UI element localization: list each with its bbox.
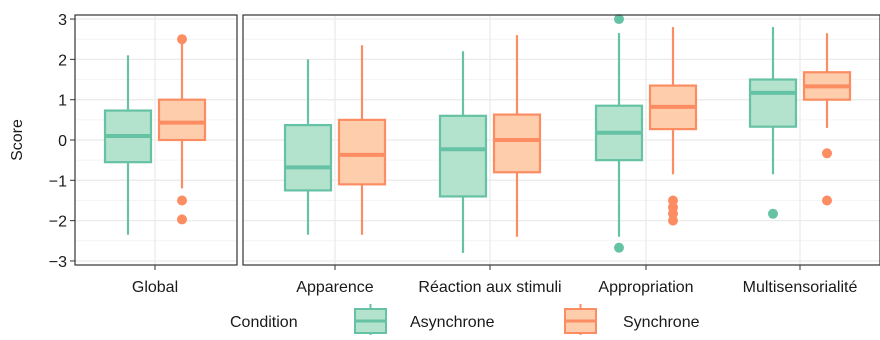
panel-border [242,14,880,266]
legend-title: Condition [230,314,298,331]
x-tick-label: Apparence [296,279,373,296]
box-asynchrone-3 [594,14,644,253]
box-synchrone-1 [337,45,387,235]
outlier-point [614,14,624,25]
box-synchrone-3 [648,27,698,226]
y-axis-title: Score [9,119,26,161]
outlier-point [668,195,678,206]
legend-key-synchrone [564,304,597,336]
legend: Condition Asynchrone Synchrone [230,304,700,336]
box-asynchrone-4 [748,27,798,219]
box-asynchrone-1 [283,59,333,235]
box-iqr [157,98,207,142]
x-tick-label: Global [132,279,178,296]
panel-1: Global [74,14,238,296]
outlier-point [614,242,624,253]
legend-label: Asynchrone [410,314,495,331]
box-iqr [492,113,542,174]
box-iqr [283,123,333,192]
box-iqr [748,78,798,128]
box-synchrone-4 [802,33,852,206]
box-iqr [438,114,488,198]
box-asynchrone-1 [103,55,153,235]
outlier-point [177,214,187,225]
y-tick-label: 0 [58,133,67,150]
outlier-point [768,208,778,219]
y-tick-label: −1 [49,173,67,190]
x-tick-label: Réaction aux stimuli [418,279,561,296]
x-tick-label: Multisensorialité [743,279,858,296]
outlier-point [822,148,832,159]
panel-2: Apparence Réaction aux stimuli Appropriati… [242,14,880,296]
legend-label: Synchrone [623,314,700,331]
panel-border [74,14,238,266]
outlier-point [177,195,187,206]
box-synchrone-2 [492,35,542,237]
outlier-point [668,215,678,226]
y-tick-label: −3 [49,254,67,271]
y-tick-label: −2 [49,214,67,231]
outlier-point [177,34,187,45]
box-iqr [337,118,387,186]
y-tick-label: 2 [58,52,67,69]
box-asynchrone-2 [438,51,488,253]
outlier-point [668,208,678,219]
outlier-point [822,195,832,206]
y-tick-label: 3 [58,12,67,29]
box-synchrone-1 [157,34,207,225]
x-tick-label: Appropriation [598,279,693,296]
legend-key-asynchrone [354,304,387,336]
y-tick-label: 1 [58,93,67,110]
